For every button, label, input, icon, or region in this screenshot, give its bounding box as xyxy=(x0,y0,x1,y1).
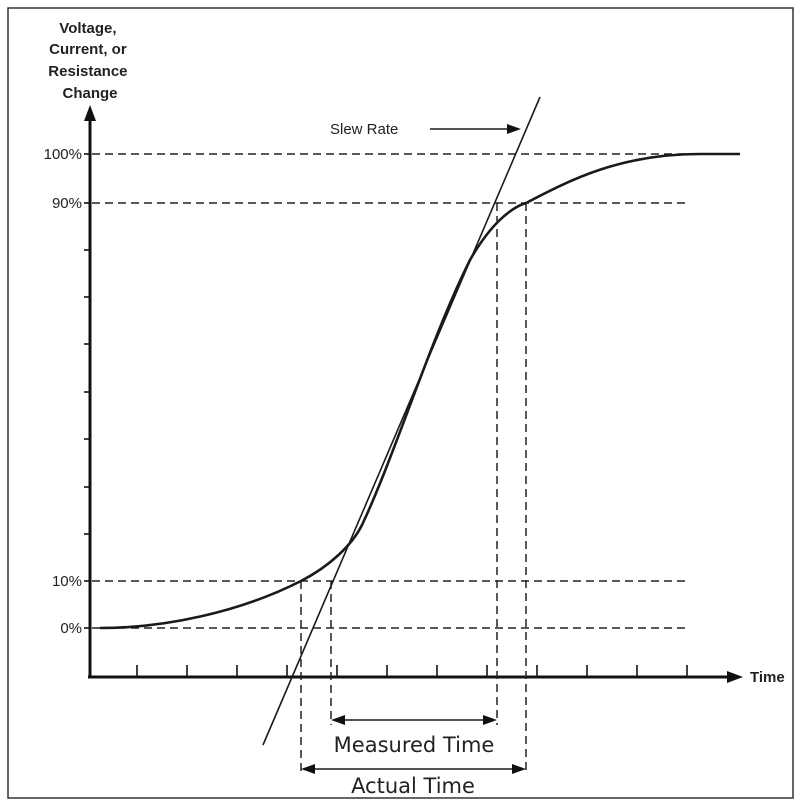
y-axis-label-line-4: Change xyxy=(62,85,117,102)
actual-time-arrowhead-left xyxy=(301,764,315,774)
y-axis-ticks xyxy=(84,153,90,629)
y-axis-label-line-3: Resistance xyxy=(48,63,127,80)
y-axis-label-line-1: Voltage, xyxy=(59,20,116,37)
slew-rate-line xyxy=(262,96,541,746)
y-axis-label-line-2: Current, or xyxy=(49,41,127,58)
actual-time-label: Actual Time xyxy=(351,774,475,798)
slew-rate-pointer-arrowhead xyxy=(507,124,521,134)
slew-rate-label: Slew Rate xyxy=(330,121,398,138)
y-axis-label: Voltage, Current, or Resistance Change xyxy=(48,20,131,102)
figure-border xyxy=(7,7,794,799)
level-label-90: 90% xyxy=(52,195,82,212)
measured-time-label: Measured Time xyxy=(334,733,495,757)
actual-time-arrowhead-right xyxy=(512,764,526,774)
x-axis-ticks xyxy=(136,665,688,677)
measured-time-arrowhead-left xyxy=(331,715,345,725)
x-axis-label: Time xyxy=(750,669,785,686)
response-curve xyxy=(99,152,740,630)
level-label-0: 0% xyxy=(60,620,82,637)
y-axis-arrowhead xyxy=(84,105,96,121)
level-label-10: 10% xyxy=(52,573,82,590)
x-axis-arrowhead xyxy=(727,671,743,683)
level-label-100: 100% xyxy=(44,146,82,163)
measured-time-arrowhead-right xyxy=(483,715,497,725)
